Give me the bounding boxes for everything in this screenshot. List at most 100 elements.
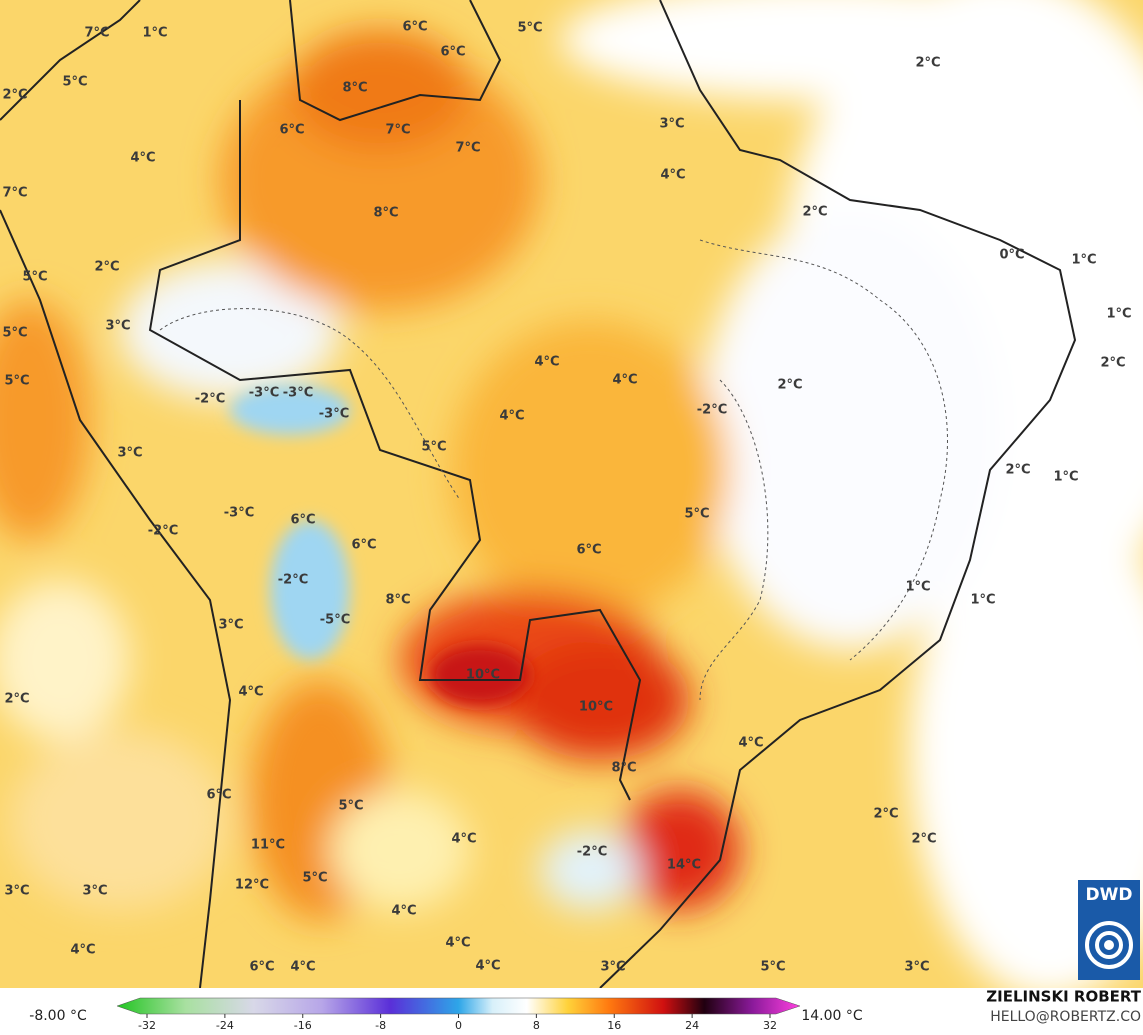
logo-box <box>1078 880 1140 980</box>
temperature-label: 1°C <box>1106 307 1131 322</box>
temperature-label: 1°C <box>1071 253 1096 268</box>
colorbar-min: -8.00 °C <box>29 1008 87 1024</box>
temperature-label: 4°C <box>391 904 416 919</box>
temperature-label: -3°C <box>319 407 349 422</box>
temperature-label: 4°C <box>130 151 155 166</box>
temperature-label: 4°C <box>70 943 95 958</box>
temperature-label: -2°C <box>195 392 225 407</box>
temperature-label: 3°C <box>600 960 625 975</box>
temperature-label: 6°C <box>402 20 427 35</box>
colorbar-ticks: -32 -24 -16 -8 0 8 16 24 32 <box>138 1014 777 1032</box>
temperature-label: 2°C <box>777 378 802 393</box>
temperature-label: 3°C <box>218 618 243 633</box>
temperature-label: 2°C <box>2 88 27 103</box>
temperature-label: 10°C <box>466 668 500 683</box>
temperature-label: 8°C <box>373 206 398 221</box>
temperature-label: 8°C <box>611 761 636 776</box>
temperature-label: 5°C <box>2 326 27 341</box>
temperature-label: 3°C <box>117 446 142 461</box>
temperature-label: 2°C <box>94 260 119 275</box>
temperature-label: 0°C <box>999 248 1024 263</box>
temperature-label: 6°C <box>249 960 274 975</box>
temperature-label: 6°C <box>290 513 315 528</box>
legend: -8.00 °C 14.00 °C -32 -24 -16 -8 0 8 16 24 32 <box>0 988 1143 1035</box>
temperature-label: 3°C <box>82 884 107 899</box>
temperature-label: 2°C <box>911 832 936 847</box>
temperature-label: 3°C <box>904 960 929 975</box>
colorbar-tick-label: 0 <box>455 1019 462 1032</box>
colorbar-max: 14.00 °C <box>801 1008 863 1024</box>
credit: ZIELINSKI ROBERT HELLO@ROBERTZ.CO DWD <box>986 880 1142 1025</box>
temperature-label: -2°C <box>278 573 308 588</box>
temperature-label: 6°C <box>351 538 376 553</box>
temperature-label: 4°C <box>475 959 500 974</box>
temperature-label: 4°C <box>738 736 763 751</box>
temperature-label: 4°C <box>445 936 470 951</box>
colorbar-tick-label: -8 <box>375 1019 386 1032</box>
colorbar-tick-label: 8 <box>533 1019 540 1032</box>
borders <box>0 0 1077 989</box>
temperature-label: -3°C <box>249 386 279 401</box>
temperature-label: 4°C <box>534 355 559 370</box>
temperature-label: 2°C <box>802 205 827 220</box>
temperature-label: 8°C <box>385 593 410 608</box>
temperature-label: 4°C <box>499 409 524 424</box>
temperature-label: 3°C <box>4 884 29 899</box>
temperature-label: 4°C <box>612 373 637 388</box>
temperature-label: 6°C <box>440 45 465 60</box>
colorbar-tick-label: 24 <box>685 1019 699 1032</box>
temperature-label: 12°C <box>235 878 269 893</box>
temperature-label: 8°C <box>342 81 367 96</box>
temperature-label: -3°C <box>283 386 313 401</box>
temperature-label: 6°C <box>206 788 231 803</box>
temperature-label: 2°C <box>873 807 898 822</box>
temperature-label: 1°C <box>1053 470 1078 485</box>
temperature-label: -2°C <box>577 845 607 860</box>
temperature-label: 5°C <box>22 270 47 285</box>
temperature-label: 4°C <box>660 168 685 183</box>
colorbar-tick-label: 16 <box>607 1019 621 1032</box>
colorbar <box>116 997 801 1015</box>
temperature-label: -5°C <box>320 613 350 628</box>
temperature-label: 5°C <box>760 960 785 975</box>
temperature-label: 7°C <box>455 141 480 156</box>
temperature-label: 2°C <box>915 56 940 71</box>
colorbar-tick-label: -24 <box>216 1019 234 1032</box>
temperature-label: 5°C <box>684 507 709 522</box>
colorbar-tick-label: 32 <box>763 1019 777 1032</box>
map-background <box>0 0 1143 1000</box>
credit-name: ZIELINSKI ROBERT <box>986 988 1141 1006</box>
temperature-label: 3°C <box>659 117 684 132</box>
temperature-label: 3°C <box>105 319 130 334</box>
temperature-label: -3°C <box>224 506 254 521</box>
temperature-label: 1°C <box>970 593 995 608</box>
temperature-label: 2°C <box>4 692 29 707</box>
temperature-label: 2°C <box>1005 463 1030 478</box>
colorbar-tick-label: -16 <box>294 1019 312 1032</box>
contours <box>159 239 948 701</box>
temperature-label: 4°C <box>238 685 263 700</box>
temperature-label: 2°C <box>1100 356 1125 371</box>
temperature-label: 4°C <box>290 960 315 975</box>
temperature-label: 5°C <box>338 799 363 814</box>
temperature-label: -2°C <box>697 403 727 418</box>
temperature-label: 5°C <box>302 871 327 886</box>
temperature-label: -2°C <box>148 524 178 539</box>
logo-text: DWD <box>1086 885 1133 905</box>
temperature-label: 1°C <box>905 580 930 595</box>
logo-swirl <box>1085 921 1133 969</box>
temperature-label: 7°C <box>385 123 410 138</box>
temperature-label: 5°C <box>421 440 446 455</box>
temperature-label: 7°C <box>2 186 27 201</box>
temperature-label: 1°C <box>142 26 167 41</box>
temperature-label: 11°C <box>251 838 285 853</box>
temperature-label: 4°C <box>451 832 476 847</box>
temperature-labels: 7°C 1°C 6°C 6°C 5°C 2°C 5°C 2°C 8°C 6°C 7°C 3°C 7°C 4… <box>2 20 1131 975</box>
credit-email: HELLO@ROBERTZ.CO <box>990 1009 1141 1025</box>
colorbar-tick-label: -32 <box>138 1019 156 1032</box>
temperature-label: 5°C <box>4 374 29 389</box>
temperature-label: 14°C <box>667 858 701 873</box>
temperature-label: 6°C <box>279 123 304 138</box>
